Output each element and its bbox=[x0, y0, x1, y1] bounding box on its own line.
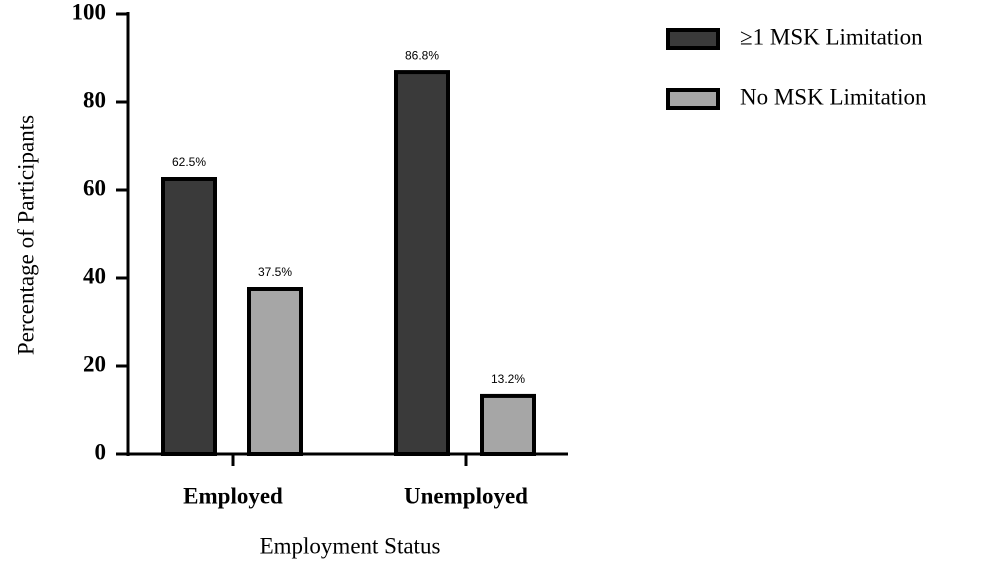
bar bbox=[394, 70, 450, 457]
x-tick-label: Unemployed bbox=[404, 483, 528, 508]
y-axis-label: Percentage of Participants bbox=[13, 115, 38, 355]
y-tick-label: 80 bbox=[83, 87, 106, 112]
value-label: 13.2% bbox=[491, 372, 525, 386]
bar bbox=[247, 287, 303, 456]
x-axis-label: Employment Status bbox=[260, 533, 441, 558]
value-label: 86.8% bbox=[405, 48, 439, 62]
value-label: 62.5% bbox=[172, 155, 206, 169]
legend-swatch bbox=[666, 88, 720, 110]
bar bbox=[161, 177, 217, 456]
legend-label: No MSK Limitation bbox=[740, 84, 927, 109]
value-label: 37.5% bbox=[258, 265, 292, 279]
x-tick-label: Employed bbox=[183, 483, 283, 508]
bar bbox=[480, 393, 536, 457]
y-tick-label: 60 bbox=[83, 175, 106, 200]
y-tick-label: 40 bbox=[83, 263, 106, 288]
y-tick-label: 100 bbox=[72, 0, 107, 24]
y-tick-label: 0 bbox=[95, 439, 107, 464]
y-tick-label: 20 bbox=[83, 351, 106, 376]
legend-swatch bbox=[666, 28, 720, 50]
legend-label: ≥1 MSK Limitation bbox=[740, 24, 923, 49]
